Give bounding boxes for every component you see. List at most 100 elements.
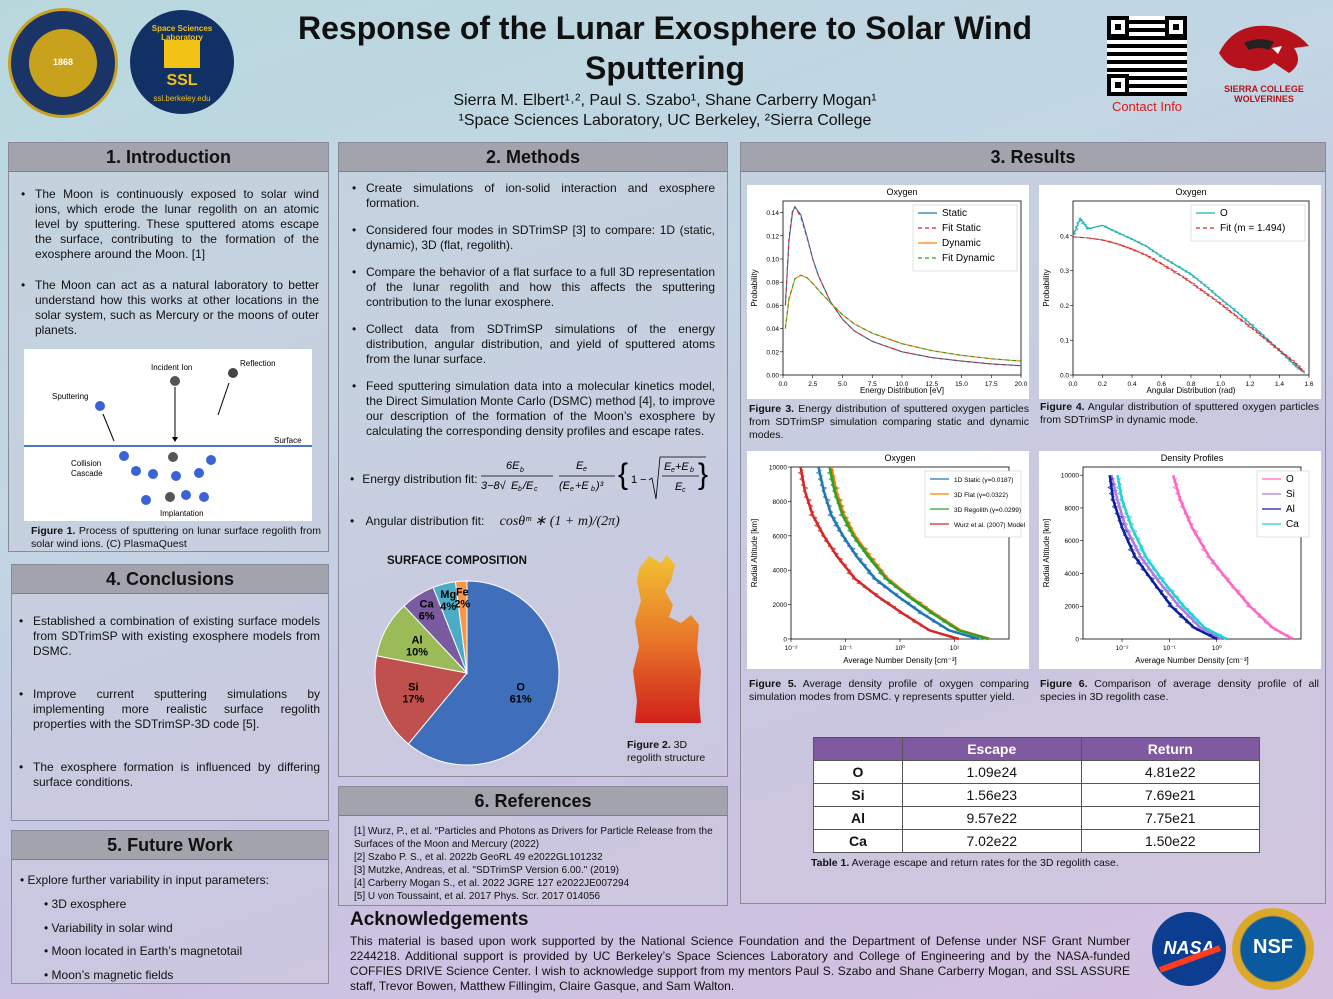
x-tick-label: 17.5 bbox=[985, 381, 998, 388]
pie-label: Ca bbox=[420, 598, 435, 610]
svg-text:E: E bbox=[576, 460, 584, 472]
series-noise-2 bbox=[826, 469, 989, 640]
reference-item: [5] U von Toussaint, et al. 2017 Phys. S… bbox=[354, 891, 601, 902]
y-tick-label: 0.1 bbox=[1060, 338, 1069, 345]
qr-code-icon[interactable] bbox=[1107, 16, 1187, 96]
series-line-1 bbox=[784, 205, 1022, 367]
legend-label: Wurz et al. (2007) Model bbox=[954, 522, 1026, 529]
section-heading: 3. Results bbox=[741, 143, 1325, 172]
y-tick-label: 0.0 bbox=[1060, 373, 1069, 380]
nsf-logo: NSF bbox=[1232, 908, 1314, 990]
conclusion-bullets: Established a combination of existing su… bbox=[15, 614, 320, 790]
x-tick-label: 1.0 bbox=[1216, 381, 1225, 388]
y-tick-label: 6000 bbox=[773, 533, 788, 540]
angular-fit-formula: cosθᵐ ∗ (1 + m)/(2π) bbox=[499, 514, 620, 529]
list-item: Established a combination of existing su… bbox=[15, 614, 320, 659]
series-line-1 bbox=[1110, 474, 1223, 641]
ssl-logo-bottom-text: ssl.berkeley.edu bbox=[153, 94, 211, 103]
x-tick-label: 0.8 bbox=[1186, 381, 1195, 388]
angular-distribution-chart: Oxygen 0.0 0.2 0.4 0.6 0.8 1.0 1.2 1.4 1.6 0.0 0.1 0… bbox=[1039, 185, 1321, 399]
x-tick-label: 20.0 bbox=[1015, 381, 1028, 388]
x-tick-label: 7.5 bbox=[868, 381, 877, 388]
sputtering-diagram: Surface Incident Ion Reflection Sputteri… bbox=[24, 349, 312, 521]
ssl-logo-mid-text: SSL bbox=[166, 72, 198, 89]
legend-label: 3D Regolith (γ=0.0299) bbox=[954, 507, 1021, 514]
svg-text:(E: (E bbox=[559, 480, 571, 492]
svg-text:E: E bbox=[675, 481, 683, 493]
svg-text:E: E bbox=[511, 480, 519, 492]
contact-info-link[interactable]: Contact Info bbox=[1111, 99, 1183, 114]
species-density-profile-chart: Density Profiles 10⁻² 10⁻¹ 10⁰ 0 2000 4000 6000… bbox=[1039, 451, 1321, 669]
y-tick-label: 0.2 bbox=[1060, 303, 1069, 310]
y-tick-label: 0.12 bbox=[766, 233, 779, 240]
series-noise-2 bbox=[1107, 477, 1218, 640]
y-tick-label: 10000 bbox=[769, 465, 787, 472]
x-tick-label: 0.6 bbox=[1157, 381, 1166, 388]
ssl-logo-top-text: Space Sciences Laboratory bbox=[151, 24, 213, 42]
list-item: • Moon located in Earth’s magnetotail bbox=[44, 944, 243, 958]
y-tick-label: 2000 bbox=[773, 602, 788, 609]
energy-distribution-chart: Oxygen 0.0 2.5 5.0 7.5 10.0 12.5 15.0 17.5 20.0 0.… bbox=[747, 185, 1029, 399]
y-tick-label: 0 bbox=[783, 637, 787, 644]
pie-label: Mg bbox=[440, 589, 456, 601]
series-line-1 bbox=[1072, 236, 1305, 373]
y-tick-label: 0.14 bbox=[766, 210, 779, 217]
chart-title: Density Profiles bbox=[1161, 453, 1224, 463]
escape-return-table: Escape Return O 1.09e24 4.81e22 Si 1.56e23 7… bbox=[813, 737, 1260, 853]
pie-label: Si bbox=[408, 681, 418, 693]
svg-text:b: b bbox=[591, 486, 595, 493]
authors-block: Sierra M. Elbert¹˒², Paul S. Szabo¹, Sha… bbox=[240, 91, 1090, 131]
y-tick-label: 0.10 bbox=[766, 257, 779, 264]
angular-fit-row: • Angular distribution fit: cosθᵐ ∗ (1 +… bbox=[350, 514, 620, 529]
list-item: Compare the behavior of a flat surface t… bbox=[348, 265, 715, 310]
reference-item: [1] Wurz, P., et al. “Particles and Phot… bbox=[354, 826, 713, 850]
plot-frame bbox=[1082, 466, 1302, 640]
section-heading: 5. Future Work bbox=[12, 831, 328, 860]
legend-label: Dynamic bbox=[942, 238, 981, 249]
figure-5-caption: Figure 5. Average density profile of oxy… bbox=[749, 678, 1029, 703]
series-line-2 bbox=[784, 274, 1022, 362]
y-tick-label: 0.00 bbox=[766, 373, 779, 380]
pie-slice-si bbox=[374, 655, 468, 745]
cascade-label: Collision bbox=[71, 459, 101, 468]
table-row: O 1.09e24 4.81e22 bbox=[813, 760, 1260, 784]
legend-label: Al bbox=[1286, 504, 1295, 515]
conclusions-panel: 4. Conclusions Established a combination… bbox=[11, 564, 329, 821]
series-noise-1 bbox=[1072, 236, 1305, 372]
sputter-arrow bbox=[102, 413, 115, 442]
cascade-label: Cascade bbox=[71, 469, 103, 478]
svg-text:e: e bbox=[583, 466, 587, 473]
legend-label: O bbox=[1220, 208, 1228, 219]
sputtering-label: Sputtering bbox=[52, 392, 88, 401]
y-tick-label: 0.3 bbox=[1060, 268, 1069, 275]
figure-4-caption: Figure 4. Angular distribution of sputte… bbox=[1040, 401, 1319, 426]
list-item: Create simulations of ion-solid interact… bbox=[348, 181, 715, 211]
affiliations: ¹Space Sciences Laboratory, UC Berkeley,… bbox=[458, 112, 872, 129]
x-axis-label: Average Number Density [cm⁻³] bbox=[843, 656, 956, 665]
y-tick-label: 10000 bbox=[1061, 473, 1079, 480]
results-panel: 3. Results Oxygen 0.0 2.5 5.0 7.5 10.0 12.5 15.… bbox=[740, 142, 1326, 904]
x-axis-label: Average Number Density [cm⁻³] bbox=[1135, 656, 1248, 665]
references-panel: 6. References [1] Wurz, P., et al. “Part… bbox=[338, 786, 728, 906]
pie-title: SURFACE COMPOSITION bbox=[387, 555, 527, 567]
x-tick-label: 10⁰ bbox=[895, 644, 905, 652]
methods-panel: 2. Methods Create simulations of ion-sol… bbox=[338, 142, 728, 777]
x-tick-label: 1.2 bbox=[1245, 381, 1254, 388]
svg-text:3−8√: 3−8√ bbox=[481, 480, 507, 492]
pie-label: Al bbox=[412, 635, 423, 647]
series-noise-0 bbox=[1172, 477, 1294, 640]
section-heading: 6. References bbox=[339, 787, 727, 816]
acknowledgements-heading: Acknowledgements bbox=[350, 909, 529, 930]
section-heading: 2. Methods bbox=[339, 143, 727, 172]
y-axis-label: Probability bbox=[1042, 269, 1051, 306]
svg-text:c: c bbox=[682, 487, 686, 494]
nsf-logo-text: NSF bbox=[1253, 936, 1293, 958]
svg-text:}: } bbox=[698, 458, 708, 491]
x-tick-label: 10⁻¹ bbox=[839, 645, 853, 652]
oxygen-density-profile-chart: Oxygen 10⁻² 10⁻¹ 10⁰ 10¹ 0 2000 4000 6000 8000 100… bbox=[747, 451, 1029, 669]
table-header-cell: Return bbox=[1080, 737, 1260, 761]
introduction-panel: 1. Introduction The Moon is continuously… bbox=[8, 142, 329, 552]
series-noise-3 bbox=[797, 469, 959, 640]
y-axis-label: Probability bbox=[750, 269, 759, 306]
table-1-caption: Table 1. Average escape and return rates… bbox=[811, 857, 1119, 869]
